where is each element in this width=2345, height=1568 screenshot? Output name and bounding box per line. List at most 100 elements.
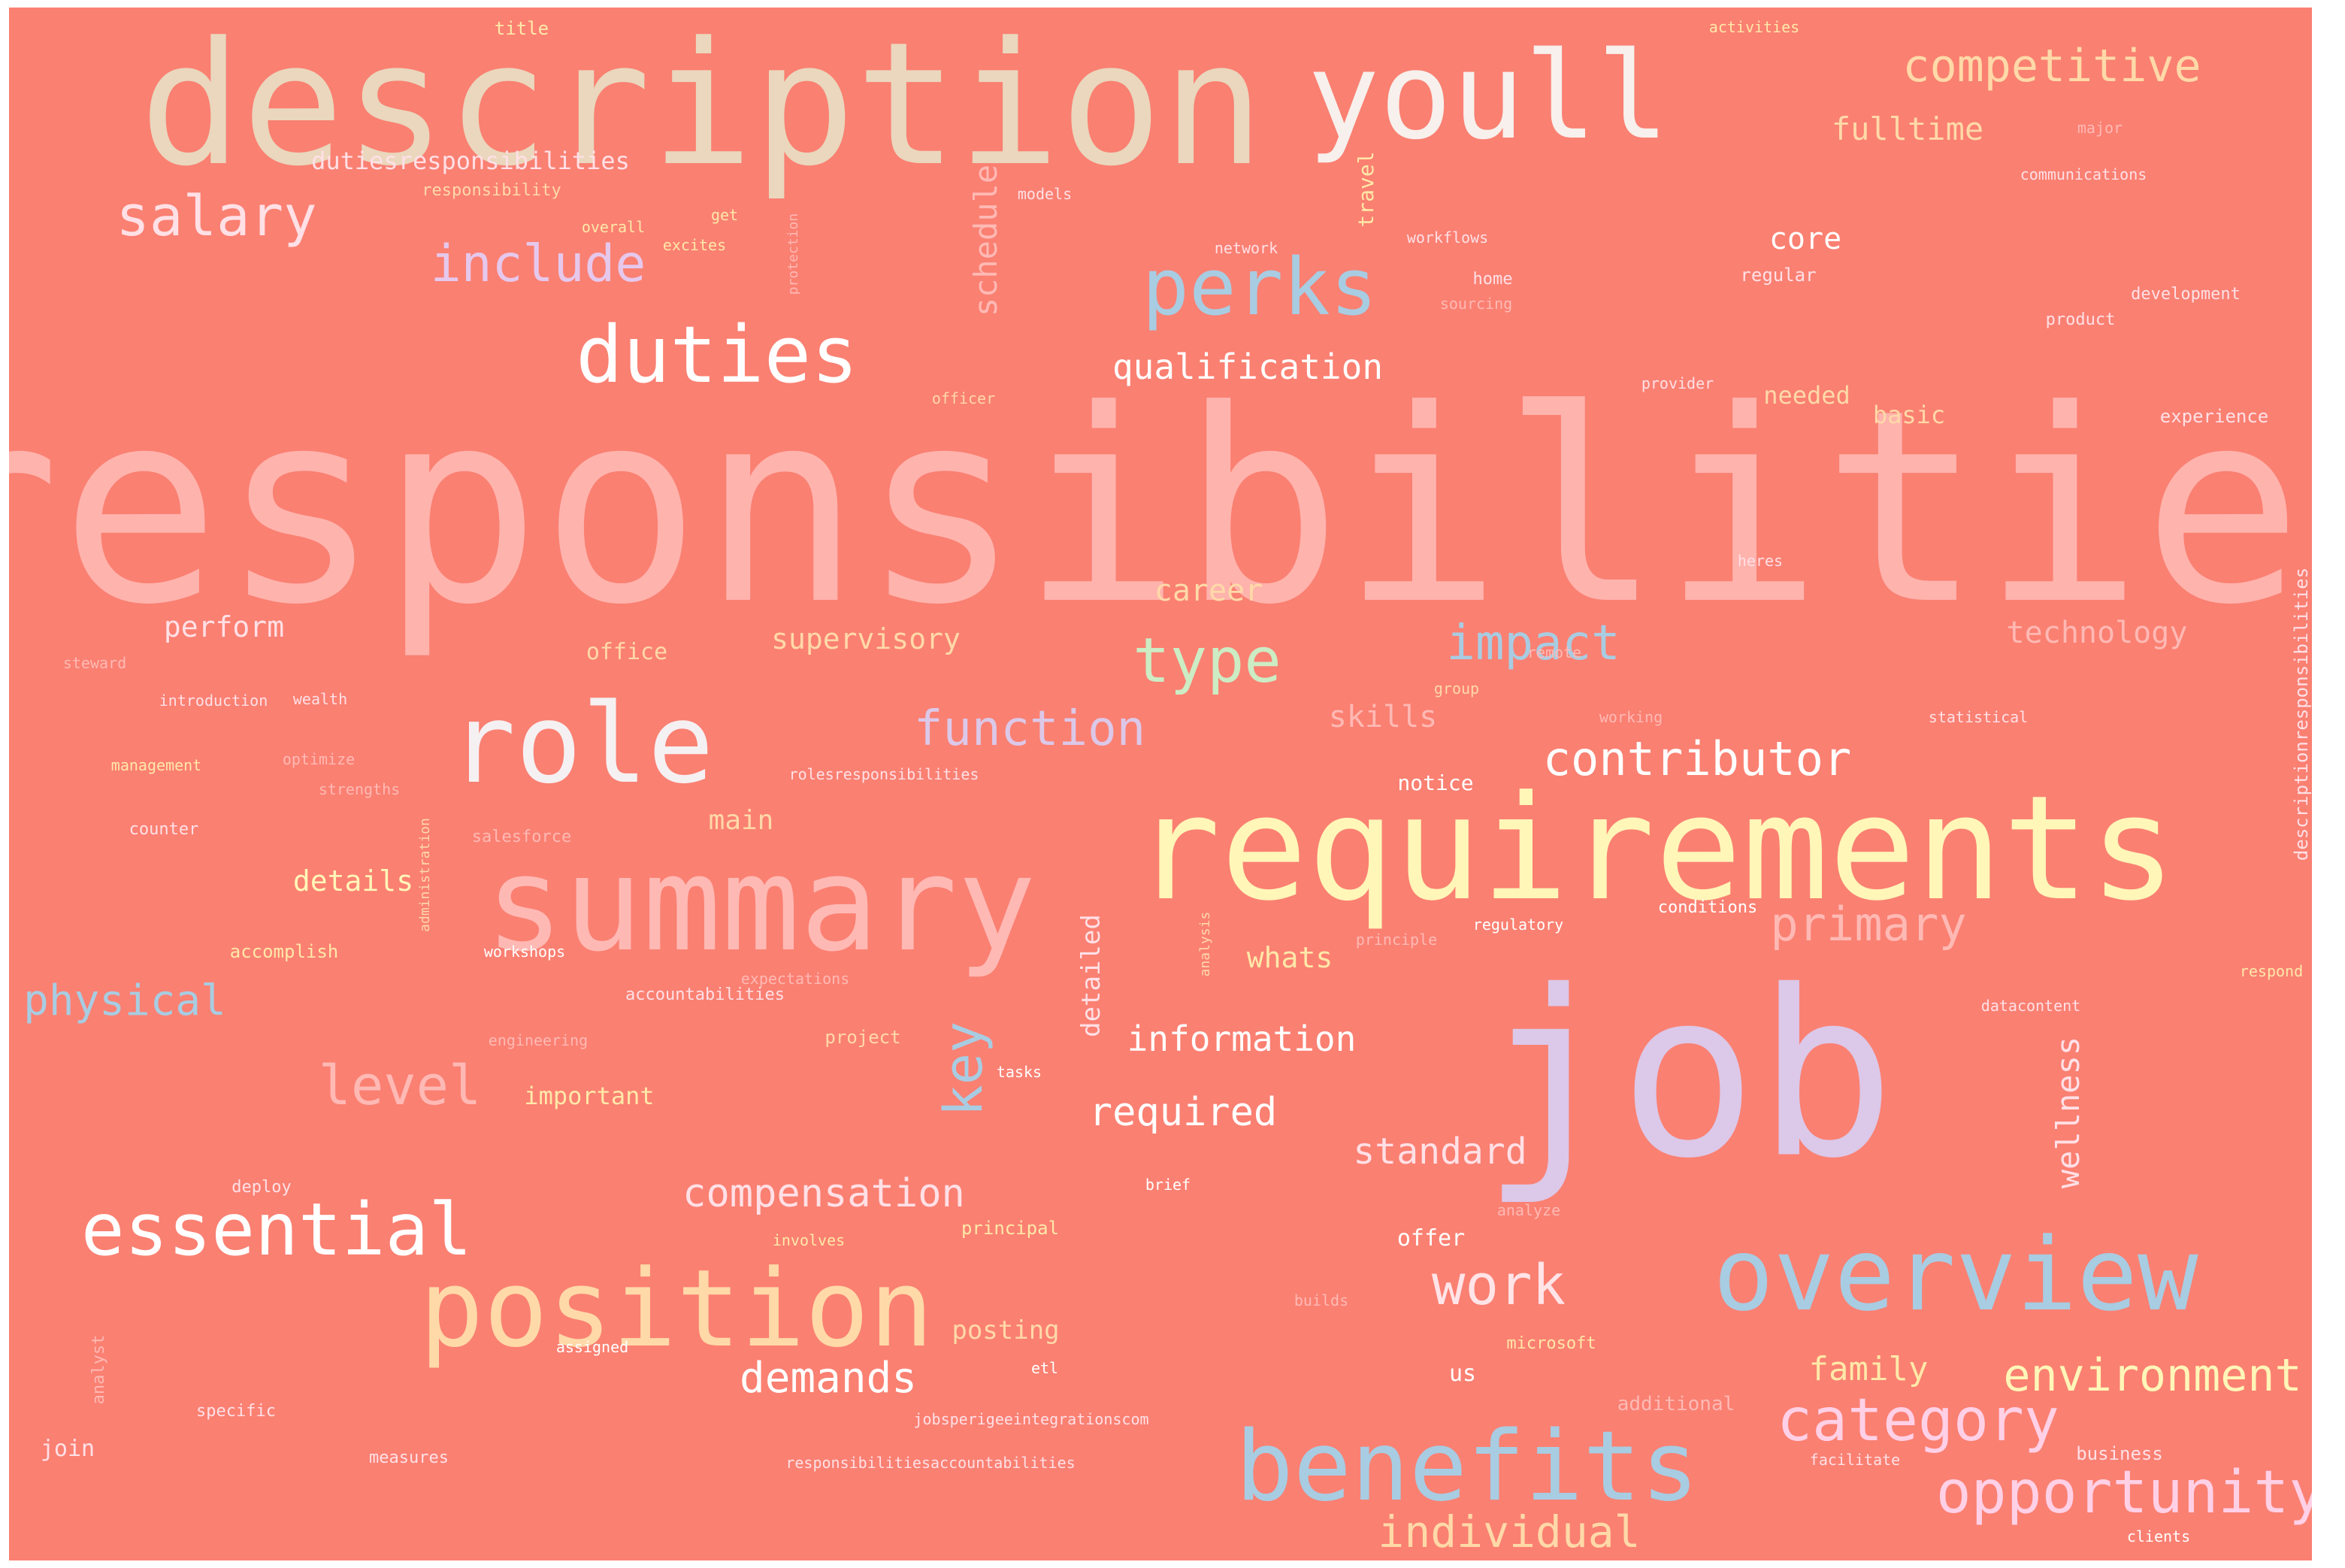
word-officer: officer xyxy=(931,389,996,407)
word-office: office xyxy=(585,639,668,665)
word-role: role xyxy=(449,680,714,808)
word-join: join xyxy=(40,1436,95,1462)
word-demands: demands xyxy=(739,1354,918,1403)
word-competitive: competitive xyxy=(1902,40,2201,92)
word-measures: measures xyxy=(369,1448,449,1467)
word-protection: protection xyxy=(785,213,801,295)
word-skills: skills xyxy=(1328,700,1438,734)
word-function: function xyxy=(913,701,1146,757)
word-family: family xyxy=(1808,1350,1929,1388)
word-excites: excites xyxy=(662,236,727,254)
word-additional: additional xyxy=(1617,1393,1735,1415)
word-responsibilities: responsibilities xyxy=(9,353,2312,663)
word-strengths: strengths xyxy=(318,780,401,798)
word-steward: steward xyxy=(62,654,127,672)
word-primary: primary xyxy=(1770,897,1967,952)
word-models: models xyxy=(1017,185,1073,203)
word-accountabilities: accountabilities xyxy=(625,985,785,1004)
word-basic: basic xyxy=(1872,401,1946,429)
word-provider: provider xyxy=(1641,374,1714,392)
word-compensation: compensation xyxy=(682,1171,965,1216)
word-impact: impact xyxy=(1446,616,1620,671)
word-regular: regular xyxy=(1740,265,1817,286)
word-notice: notice xyxy=(1397,770,1474,795)
word-description: description xyxy=(139,8,1265,204)
word-job: job xyxy=(1481,941,1896,1209)
word-product: product xyxy=(2045,310,2116,329)
word-principle: principle xyxy=(1355,931,1438,949)
word-level: level xyxy=(318,1054,482,1117)
word-title: title xyxy=(494,18,549,39)
word-tasks: tasks xyxy=(996,1063,1042,1081)
word-workflows: workflows xyxy=(1406,229,1489,247)
word-management: management xyxy=(110,756,202,774)
word-home: home xyxy=(1472,270,1513,289)
word-fulltime: fulltime xyxy=(1831,110,1984,147)
word-wellness: wellness xyxy=(2050,1036,2086,1189)
word-heres: heres xyxy=(1737,552,1784,570)
word-salesforce: salesforce xyxy=(471,828,572,846)
word-salary: salary xyxy=(116,184,317,249)
word-counter: counter xyxy=(129,820,199,839)
word-environment: environment xyxy=(2003,1349,2302,1402)
word-assigned: assigned xyxy=(555,1338,629,1356)
word-travel: travel xyxy=(1354,151,1378,228)
word-builds: builds xyxy=(1294,1291,1349,1309)
word-sourcing: sourcing xyxy=(1439,295,1513,313)
word-core: core xyxy=(1769,222,1842,256)
word-duties: duties xyxy=(576,309,858,401)
word-main: main xyxy=(708,805,774,836)
word-key: key xyxy=(933,1021,994,1117)
word-analysis: analysis xyxy=(1197,911,1213,977)
word-dutiesresponsibilities: dutiesresponsibilities xyxy=(311,147,630,175)
word-expectations: expectations xyxy=(740,970,850,988)
word-facilitate: facilitate xyxy=(1809,1451,1901,1469)
word-datacontent: datacontent xyxy=(1980,997,2081,1015)
word-technology: technology xyxy=(2006,616,2188,650)
word-accomplish: accomplish xyxy=(229,941,339,962)
word-type: type xyxy=(1133,625,1281,697)
word-specific: specific xyxy=(196,1402,276,1421)
word-experience: experience xyxy=(2159,406,2269,427)
word-position: position xyxy=(419,1247,933,1371)
word-offer: offer xyxy=(1396,1225,1466,1252)
word-statistical: statistical xyxy=(1928,708,2029,726)
word-regulatory: regulatory xyxy=(1472,916,1564,934)
word-rolesresponsibilities: rolesresponsibilities xyxy=(788,765,979,783)
word-benefits: benefits xyxy=(1235,1411,1699,1523)
word-contributor: contributor xyxy=(1542,731,1852,786)
word-important: important xyxy=(524,1082,655,1110)
word-physical: physical xyxy=(23,976,226,1025)
word-analyst: analyst xyxy=(89,1334,108,1405)
word-needed: needed xyxy=(1763,381,1850,410)
word-network: network xyxy=(1214,239,1278,257)
word-responsibilitiesaccountabilities: responsibilitiesaccountabilities xyxy=(785,1454,1076,1472)
word-opportunity: opportunity xyxy=(1935,1459,2312,1527)
word-descriptionresponsibilities: descriptionresponsibilities xyxy=(2291,567,2312,861)
word-overall: overall xyxy=(581,218,646,236)
word-perform: perform xyxy=(163,610,285,643)
word-jobsperigeeintegrationscom: jobsperigeeintegrationscom xyxy=(913,1410,1149,1428)
word-business: business xyxy=(2076,1443,2163,1464)
word-youll: youll xyxy=(1307,26,1669,166)
word-qualification: qualification xyxy=(1112,347,1384,387)
word-career: career xyxy=(1154,574,1263,608)
word-essential: essential xyxy=(80,1188,473,1272)
word-cloud: responsibilities description jobrequiremen… xyxy=(9,8,2312,1560)
word-include: include xyxy=(430,235,646,294)
word-principal: principal xyxy=(961,1218,1060,1239)
word-deploy: deploy xyxy=(231,1178,292,1197)
word-us: us xyxy=(1448,1361,1477,1387)
word-whats: whats xyxy=(1246,941,1333,974)
word-responsibility: responsibility xyxy=(422,181,561,200)
word-project: project xyxy=(825,1027,901,1048)
word-requirements: requirements xyxy=(1133,765,2177,933)
word-posting: posting xyxy=(952,1315,1060,1346)
word-brief: brief xyxy=(1145,1176,1191,1194)
word-engineering: engineering xyxy=(488,1031,589,1049)
word-workshops: workshops xyxy=(483,943,566,961)
word-standard: standard xyxy=(1353,1131,1527,1173)
word-microsoft: microsoft xyxy=(1506,1334,1596,1353)
word-major: major xyxy=(2077,119,2123,137)
word-development: development xyxy=(2131,285,2241,304)
